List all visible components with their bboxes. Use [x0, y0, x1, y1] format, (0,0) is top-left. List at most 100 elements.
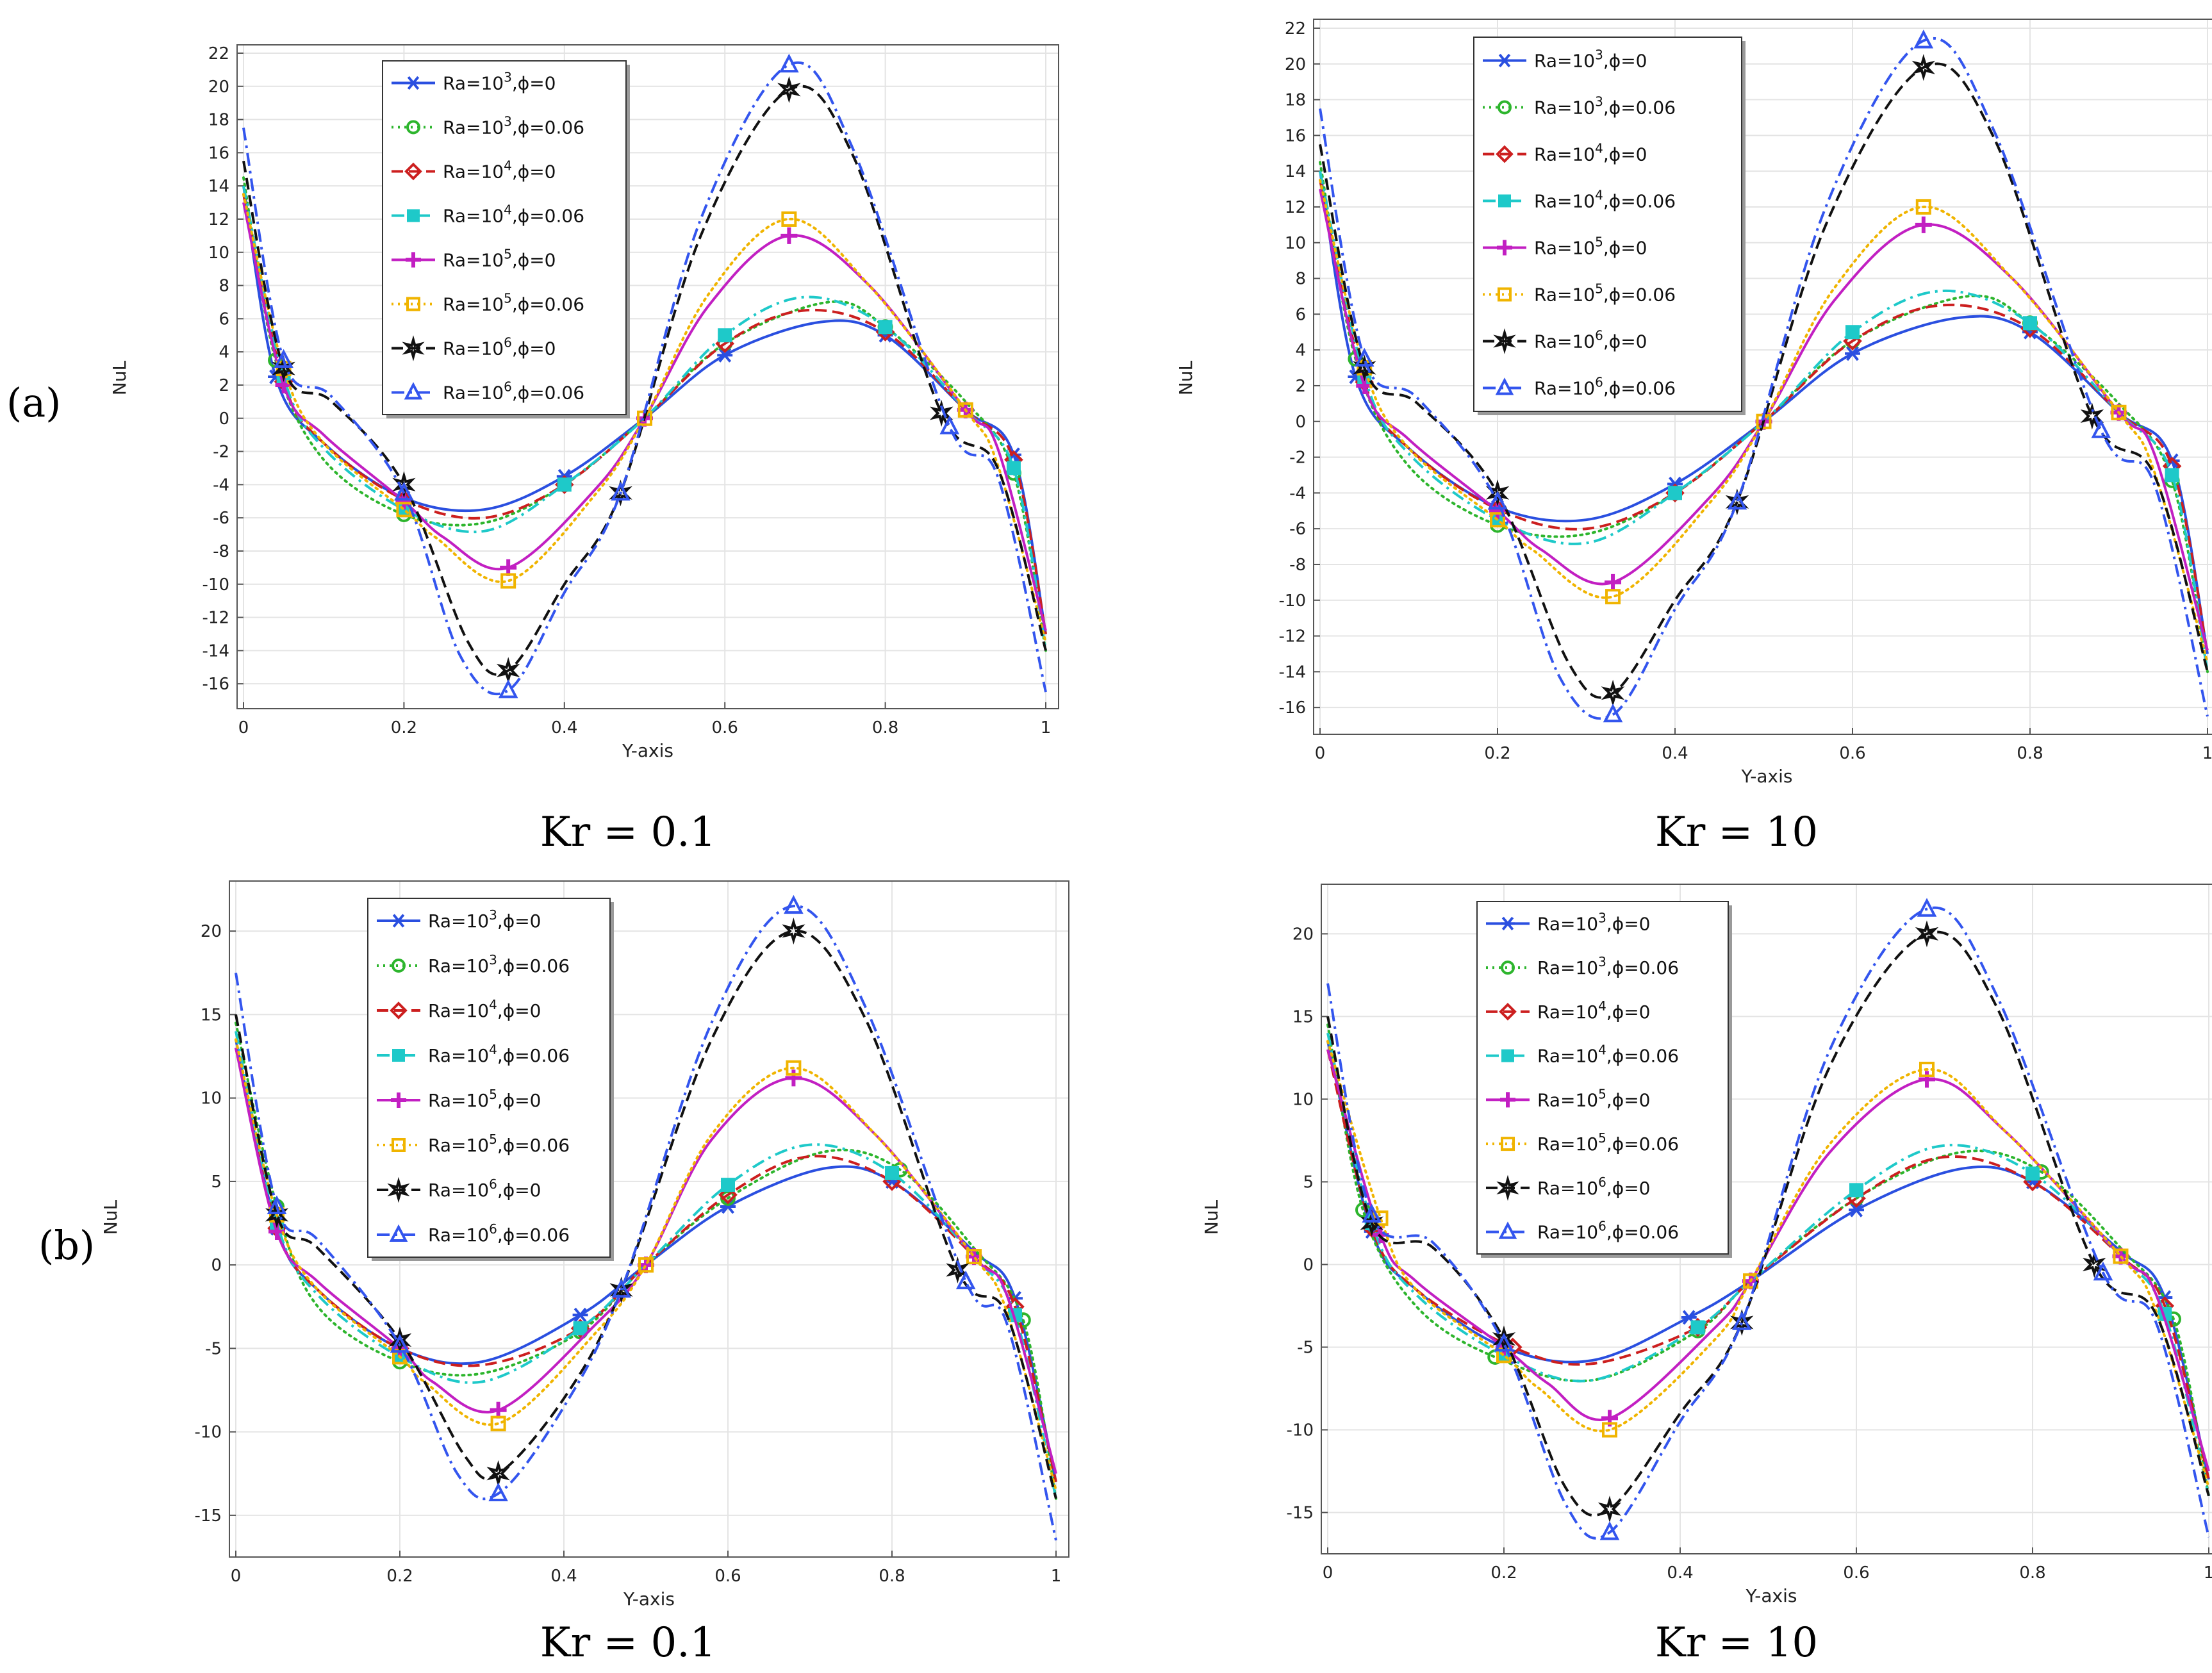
legend-marker-8 — [1495, 377, 1514, 395]
y-tick-label: 0 — [1303, 1255, 1314, 1274]
y-tick-label: 8 — [219, 277, 229, 296]
series-8-point — [779, 53, 799, 73]
series-8-point — [784, 894, 804, 914]
series-4-point — [2026, 1166, 2040, 1181]
plot-frame — [236, 44, 1059, 709]
y-tick-label: 12 — [208, 210, 229, 229]
legend-marker-1 — [406, 76, 420, 90]
y-tick-label: -10 — [1279, 591, 1306, 611]
series-5-point — [1919, 1071, 1935, 1088]
legend-marker-8 — [404, 382, 423, 400]
y-tick-label: -12 — [1279, 627, 1306, 647]
legend-marker-2 — [1498, 100, 1512, 115]
series-8-point — [611, 481, 631, 501]
series-7-point — [1360, 1210, 1383, 1237]
legend-label-2: Ra=103,ϕ=0.06 — [1537, 954, 1679, 978]
y-tick-label: -5 — [1297, 1338, 1314, 1357]
x-tick-label: 0.4 — [551, 718, 577, 738]
series-8-point — [1603, 703, 1623, 723]
x-tick-label: 0 — [1323, 1563, 1333, 1583]
y-tick-label: -15 — [195, 1506, 222, 1526]
legend-marker-8 — [1498, 1221, 1517, 1239]
legend-label-3: Ra=104,ϕ=0 — [428, 997, 541, 1021]
series-line-2 — [242, 176, 1047, 652]
series-4-point — [1845, 325, 1860, 340]
legend-label-8: Ra=106,ϕ=0.06 — [1537, 1219, 1679, 1243]
chart-caption: Kr = 0.1 — [540, 809, 716, 856]
series-6-point — [1490, 512, 1505, 528]
y-tick-label: 18 — [208, 111, 229, 130]
series-6-point — [638, 1257, 654, 1273]
chart-caption: Kr = 10 — [1655, 1619, 1818, 1667]
series-7-point — [609, 479, 632, 507]
legend-box — [382, 60, 627, 415]
series-6-point — [490, 1415, 506, 1431]
series-1-point — [572, 1307, 588, 1323]
y-tick-label: 2 — [219, 376, 229, 395]
y-tick-label: -12 — [202, 609, 229, 628]
y-tick-label: 16 — [1285, 126, 1306, 145]
series-3-point — [718, 1185, 738, 1205]
legend-box — [367, 898, 611, 1258]
series-5-point — [500, 559, 517, 576]
plot-area — [1313, 19, 2212, 735]
legend-label-3: Ra=104,ϕ=0 — [1537, 998, 1650, 1023]
legend-marker-6 — [392, 1138, 406, 1152]
x-tick-label: 0.4 — [1662, 744, 1688, 763]
legend-marker-3 — [390, 1001, 408, 1019]
legend-marker-5 — [1500, 1092, 1515, 1108]
series-4-point — [2023, 316, 2037, 331]
series-5-point — [490, 1401, 507, 1419]
series-8-point — [939, 415, 960, 434]
series-7-point — [1911, 54, 1936, 81]
y-tick-label: 20 — [208, 78, 229, 97]
series-6-point — [500, 573, 516, 589]
legend-marker-5 — [1497, 240, 1512, 256]
x-axis-label: Y-axis — [1746, 1585, 1797, 1606]
legend-label-4: Ra=104,ϕ=0.06 — [1534, 188, 1676, 212]
series-5-point — [780, 227, 798, 244]
series-4-point — [1668, 486, 1682, 500]
x-tick-label: 0 — [238, 718, 249, 738]
legend-label-5: Ra=105,ϕ=0 — [428, 1087, 541, 1111]
series-line-6 — [242, 193, 1047, 644]
y-tick-label: -10 — [1287, 1421, 1314, 1440]
legend-marker-4 — [1501, 1049, 1514, 1062]
legend-marker-5 — [391, 1092, 406, 1108]
y-tick-label: -2 — [213, 443, 229, 462]
plot-area — [1321, 884, 2212, 1554]
chart-caption: Kr = 0.1 — [540, 1619, 716, 1667]
legend-label-8: Ra=106,ϕ=0.06 — [443, 379, 584, 404]
legend-marker-1 — [1501, 916, 1515, 930]
plot-area — [236, 44, 1059, 709]
y-tick-label: 20 — [201, 922, 222, 941]
series-7-point — [946, 1257, 970, 1284]
series-line-7 — [235, 930, 1057, 1499]
legend-label-6: Ra=105,ϕ=0.06 — [1534, 281, 1676, 306]
legend-marker-3 — [1496, 145, 1514, 163]
series-7-point — [392, 471, 416, 499]
series-8-point — [274, 349, 293, 368]
legend-label-4: Ra=104,ϕ=0.06 — [428, 1042, 570, 1066]
x-tick-label: 0.8 — [2019, 1563, 2045, 1583]
series-4-point — [878, 320, 893, 334]
legend-label-7: Ra=106,ϕ=0 — [1534, 328, 1647, 352]
y-tick-label: 2 — [1295, 377, 1306, 396]
y-tick-label: 20 — [1292, 925, 1314, 944]
legend-label-5: Ra=105,ϕ=0 — [1534, 235, 1647, 259]
chart-4: 0 0.2 0.4 0.6 0.8 1 20 15 10 5 0 -5 -10 -15 Y-axis NuL R… — [1201, 884, 2212, 1667]
plot-frame — [1313, 19, 2212, 735]
x-tick-label: 0.4 — [550, 1567, 577, 1586]
series-8-point — [1494, 1332, 1514, 1352]
x-tick-label: 0.6 — [1843, 1563, 1869, 1583]
legend-label-5: Ra=105,ϕ=0 — [1537, 1086, 1650, 1110]
y-tick-label: 14 — [208, 177, 229, 196]
x-tick-label: 0.2 — [391, 718, 417, 738]
series-6-point — [781, 211, 797, 227]
legend-label-8: Ra=106,ϕ=0.06 — [1534, 375, 1676, 399]
series-4-point — [1849, 1183, 1863, 1198]
x-tick-label: 1 — [2202, 744, 2212, 763]
legend-label-6: Ra=105,ϕ=0.06 — [443, 291, 584, 315]
series-4-point — [885, 1166, 899, 1180]
y-tick-label: 0 — [1295, 413, 1306, 432]
